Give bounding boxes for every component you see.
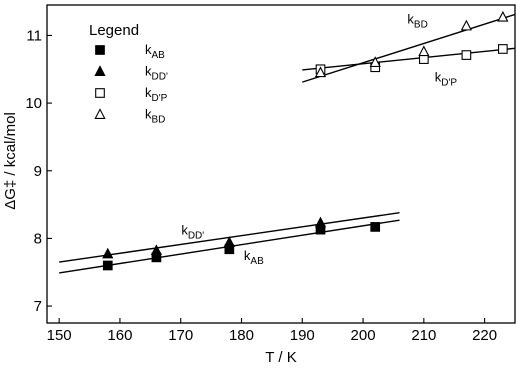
data-point-series-2 (223, 236, 235, 247)
legend: Legend kAB kDD' kD'P kBD (89, 22, 168, 126)
y-tick-label: 9 (34, 163, 42, 180)
legend-marker (94, 108, 106, 119)
legend-entry-label: kD'P (145, 85, 168, 104)
legend-entry-label: kBD (145, 107, 165, 126)
line-annotation: kBD (407, 11, 427, 30)
legend-marker (95, 88, 105, 98)
line-annotation: kD'P (435, 69, 458, 88)
x-tick-label: 220 (472, 327, 497, 344)
x-axis-title: T / K (265, 349, 296, 366)
data-point-series-2 (314, 216, 327, 228)
x-tick-label: 170 (168, 327, 193, 344)
data-point-series-2 (102, 247, 114, 259)
x-tick-label: 200 (351, 327, 376, 344)
legend-entry-label: kAB (145, 42, 165, 61)
plot-frame (46, 4, 516, 324)
data-point-series-4 (418, 45, 430, 57)
line-annotation: kAB (244, 248, 264, 267)
data-point-series-4 (369, 56, 381, 67)
data-point-series-1 (370, 222, 381, 232)
fit-line-series-3 (302, 47, 516, 71)
x-tick-label: 210 (411, 327, 436, 344)
data-point-series-4 (314, 66, 327, 78)
legend-marker (95, 45, 105, 55)
plot-area: kBD kD'P kDD' kAB (59, 10, 516, 274)
data-point-series-2 (150, 244, 163, 256)
legend-title: Legend (89, 22, 139, 39)
y-tick-label: 11 (26, 27, 42, 44)
legend-entry-label: kDD' (145, 64, 168, 83)
y-tick-label: 7 (34, 298, 42, 315)
data-point-series-3 (461, 50, 472, 60)
legend-marker (94, 65, 106, 76)
x-tick-label: 180 (229, 327, 254, 344)
y-tick-label: 10 (25, 95, 42, 112)
data-point-series-3 (497, 44, 508, 54)
y-axis-title: ΔG‡ / kcal/mol (2, 112, 19, 210)
data-point-series-4 (460, 19, 472, 31)
x-tick-label: 150 (47, 327, 72, 344)
fit-line-series-4 (302, 13, 516, 83)
x-tick-label: 190 (290, 327, 315, 344)
axes: T / K ΔG‡ / kcal/mol 150 160 170 180 190 200 2… (2, 4, 516, 366)
data-point-series-1 (102, 260, 113, 271)
x-tick-label: 160 (107, 327, 132, 344)
y-tick-label: 8 (34, 230, 42, 247)
line-annotation: kDD' (181, 222, 204, 241)
data-point-series-4 (497, 10, 509, 22)
